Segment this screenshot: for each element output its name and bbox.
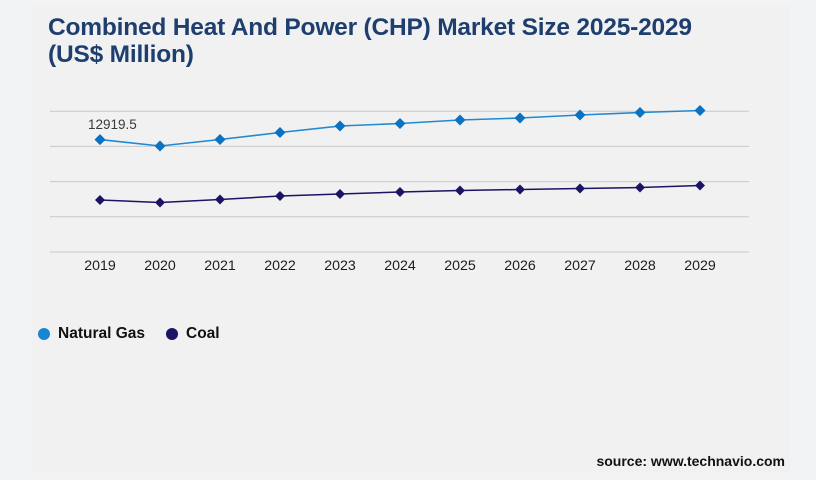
x-tick-label-2022: 2022: [264, 258, 296, 274]
natural-gas-legend-dot-icon: [38, 328, 50, 340]
coal-legend-dot-icon: [166, 328, 179, 340]
data-point-natural-gas-2020[interactable]: [154, 140, 166, 152]
data-point-coal-2019[interactable]: [95, 195, 105, 205]
x-tick-label-2029: 2029: [684, 258, 716, 274]
data-point-coal-2025[interactable]: [455, 185, 465, 196]
data-point-natural-gas-2022[interactable]: [274, 127, 286, 138]
data-point-natural-gas-2024[interactable]: [394, 118, 406, 129]
data-point-coal-2022[interactable]: [275, 191, 285, 201]
widget-background: [31, 6, 790, 473]
x-tick-label-2019: 2019: [84, 258, 116, 274]
data-point-natural-gas-2027[interactable]: [574, 109, 586, 121]
chart-legend: Natural Gas Coal: [38, 325, 220, 343]
data-point-coal-2027[interactable]: [575, 183, 585, 194]
chart-title-line1: Combined Heat And Power (CHP) Market Siz…: [48, 14, 692, 41]
x-tick-label-2023: 2023: [324, 258, 356, 274]
chart-title-line2: (US$ Million): [48, 41, 194, 68]
data-point-natural-gas-2029[interactable]: [694, 105, 706, 116]
x-tick-label-2028: 2028: [624, 258, 656, 274]
data-point-natural-gas-2019[interactable]: [94, 134, 106, 146]
data-label-natural-gas-2019: 12919.5: [88, 117, 137, 132]
legend-label-coal: Coal: [186, 325, 220, 342]
x-tick-label-2026: 2026: [504, 258, 536, 274]
legend-label-natural-gas: Natural Gas: [58, 325, 146, 342]
x-tick-label-2021: 2021: [204, 258, 236, 274]
data-point-coal-2020[interactable]: [155, 197, 165, 208]
data-point-coal-2029[interactable]: [695, 180, 705, 191]
x-tick-label-2027: 2027: [564, 258, 596, 274]
data-point-natural-gas-2025[interactable]: [454, 114, 466, 126]
source-credit: source: www.technavio.com: [596, 453, 785, 469]
legend-item-coal[interactable]: Coal: [166, 325, 220, 343]
data-point-natural-gas-2026[interactable]: [514, 112, 526, 124]
x-tick-label-2020: 2020: [144, 258, 176, 274]
data-point-coal-2024[interactable]: [395, 187, 405, 197]
data-point-natural-gas-2028[interactable]: [634, 107, 646, 118]
data-point-coal-2026[interactable]: [515, 184, 525, 195]
data-point-coal-2021[interactable]: [215, 194, 225, 205]
data-point-natural-gas-2021[interactable]: [214, 134, 226, 145]
legend-item-natural-gas[interactable]: Natural Gas: [38, 325, 145, 343]
data-point-natural-gas-2023[interactable]: [334, 120, 346, 132]
x-tick-label-2024: 2024: [384, 258, 416, 274]
data-point-coal-2023[interactable]: [335, 189, 345, 199]
x-tick-label-2025: 2025: [444, 258, 476, 274]
chart-title: Combined Heat And Power (CHP) Market Siz…: [48, 14, 764, 68]
data-point-coal-2028[interactable]: [635, 182, 645, 193]
